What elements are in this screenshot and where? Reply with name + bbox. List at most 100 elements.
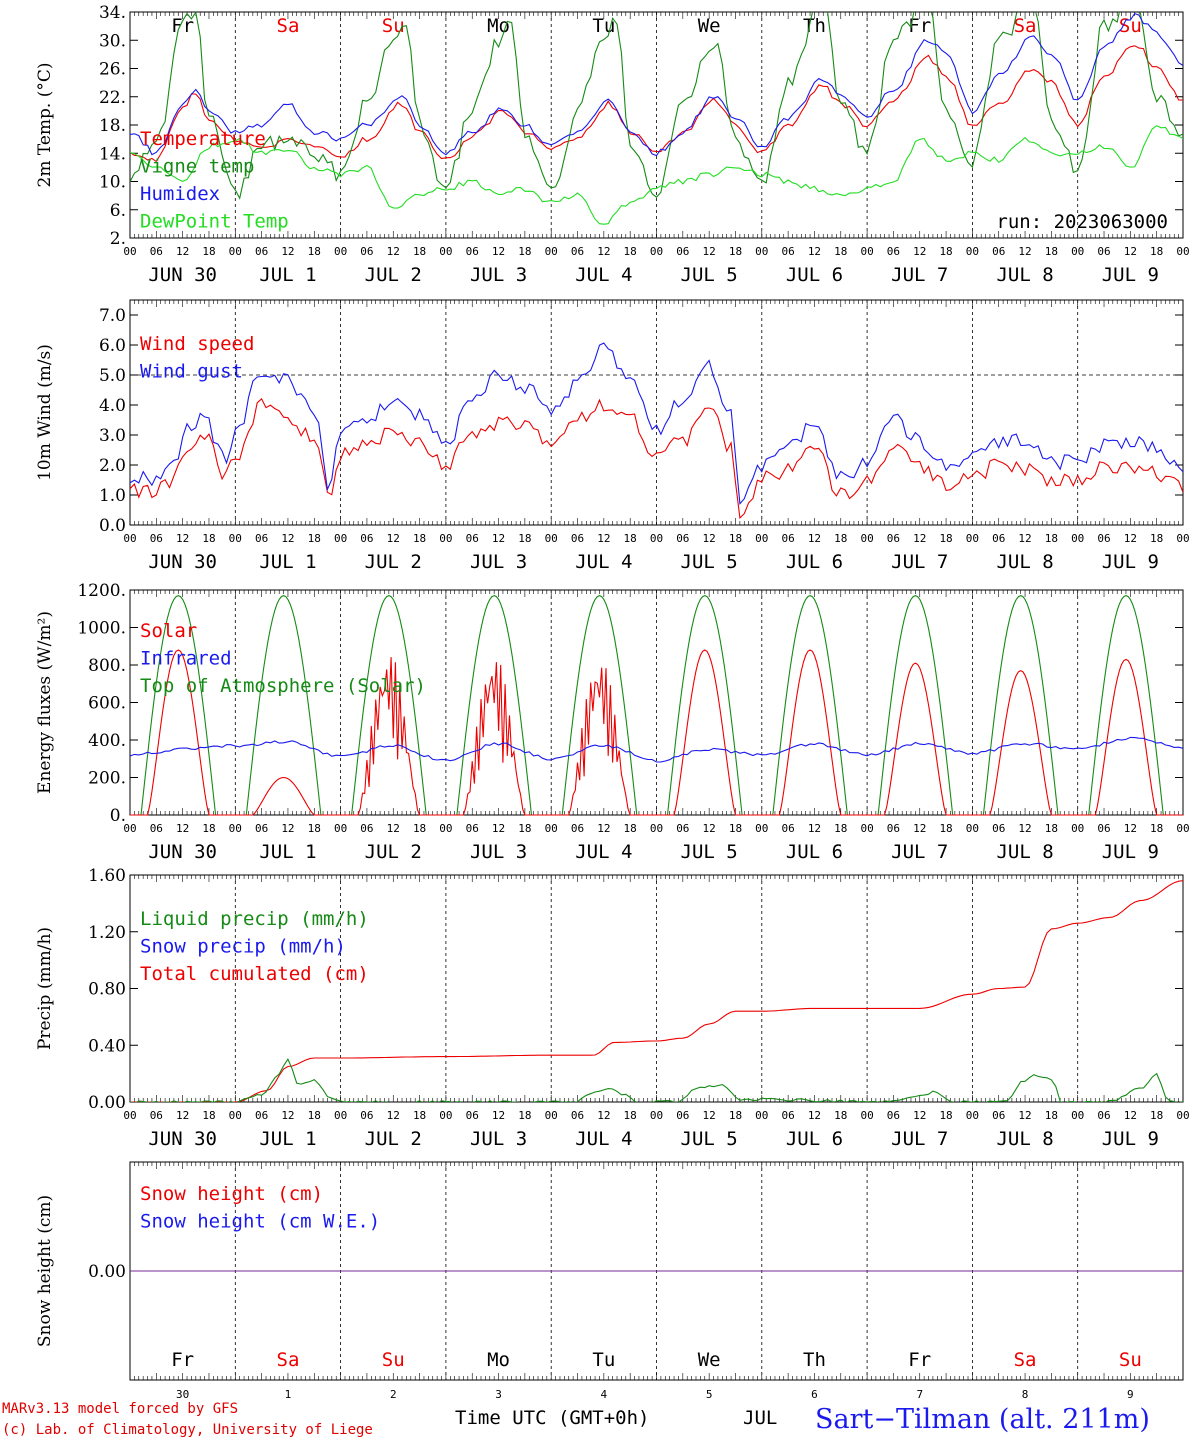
x-date-label: JUL 7 — [891, 551, 948, 573]
lab-credit: (c) Lab. of Climatology, University of L… — [2, 1422, 373, 1438]
x-hour-label: 18 — [939, 1109, 952, 1122]
legend-entry: Infrared — [140, 648, 232, 670]
x-hour-label: 06 — [466, 1109, 479, 1122]
x-hour-label: 18 — [1045, 822, 1058, 835]
x-hour-label: 06 — [571, 1109, 584, 1122]
y-axis-label: Snow height (cm) — [35, 1195, 55, 1347]
x-hour-label: 06 — [676, 245, 689, 258]
x-hour-label: 18 — [834, 532, 847, 545]
x-hour-label: 00 — [1176, 822, 1189, 835]
x-hour-label: 12 — [1018, 532, 1031, 545]
series-wind-gust — [130, 342, 1183, 506]
x-hour-label: 06 — [992, 822, 1005, 835]
day-number: 3 — [495, 1388, 502, 1401]
x-hour-label: 00 — [229, 532, 242, 545]
y-tick-label: 18. — [99, 116, 126, 136]
x-hour-label: 06 — [255, 245, 268, 258]
weekday-label: Su — [382, 1349, 405, 1371]
legend-entry: Vigne temp — [140, 156, 254, 178]
weekday-label: Tu — [592, 1349, 615, 1371]
y-axis-label: 10m Wind (m/s) — [35, 344, 55, 481]
x-hour-label: 00 — [123, 1109, 136, 1122]
x-hour-label: 06 — [1097, 245, 1110, 258]
x-hour-label: 12 — [808, 532, 821, 545]
x-hour-label: 00 — [545, 532, 558, 545]
y-tick-label: 1000. — [77, 619, 126, 639]
y-tick-label: 0.0 — [99, 516, 126, 536]
x-hour-label: 12 — [597, 532, 610, 545]
x-hour-label: 06 — [150, 532, 163, 545]
x-hour-label: 06 — [150, 1109, 163, 1122]
x-hour-label: 00 — [650, 245, 663, 258]
x-hour-label: 00 — [860, 532, 873, 545]
x-date-label: JUL 6 — [786, 264, 843, 286]
day-number: 4 — [601, 1388, 608, 1401]
x-hour-label: 00 — [229, 1109, 242, 1122]
x-hour-label: 06 — [1097, 822, 1110, 835]
legend-entry: Snow height (cm W.E.) — [140, 1211, 380, 1233]
weekday-label: Su — [382, 15, 405, 37]
x-hour-label: 12 — [387, 822, 400, 835]
x-hour-label: 06 — [255, 1109, 268, 1122]
day-number: 30 — [176, 1388, 189, 1401]
x-hour-label: 12 — [1124, 532, 1137, 545]
y-axis-label: Energy fluxes (W/m²) — [35, 611, 55, 794]
x-hour-label: 06 — [360, 1109, 373, 1122]
x-hour-label: 06 — [992, 1109, 1005, 1122]
legend-entry: Top of Atmosphere (Solar) — [140, 675, 426, 697]
x-hour-label: 12 — [1018, 822, 1031, 835]
y-tick-label: 400. — [88, 731, 126, 751]
x-hour-label: 12 — [808, 822, 821, 835]
x-hour-label: 06 — [676, 532, 689, 545]
x-hour-label: 06 — [782, 822, 795, 835]
x-hour-label: 18 — [729, 1109, 742, 1122]
series-total-cumulated-cm- — [130, 880, 1183, 1102]
x-hour-label: 00 — [229, 822, 242, 835]
x-hour-label: 06 — [1097, 532, 1110, 545]
x-hour-label: 00 — [650, 822, 663, 835]
x-date-label: JUL 8 — [996, 264, 1053, 286]
x-hour-label: 18 — [518, 1109, 531, 1122]
x-hour-label: 06 — [360, 822, 373, 835]
legend-entry: Humidex — [140, 183, 220, 205]
x-hour-label: 12 — [703, 532, 716, 545]
x-hour-label: 06 — [360, 245, 373, 258]
x-hour-label: 06 — [466, 245, 479, 258]
series-dewpoint-temp — [130, 125, 1183, 225]
x-date-label: JUL 1 — [259, 841, 316, 863]
weekday-label: Sa — [1014, 1349, 1037, 1371]
day-number: 9 — [1127, 1388, 1134, 1401]
x-date-label: JUL 9 — [1102, 1128, 1159, 1150]
x-hour-label: 18 — [202, 1109, 215, 1122]
x-date-label: JUL 3 — [470, 1128, 527, 1150]
x-hour-label: 00 — [860, 1109, 873, 1122]
x-hour-label: 12 — [597, 1109, 610, 1122]
weekday-label: Sa — [277, 1349, 300, 1371]
x-hour-label: 18 — [624, 245, 637, 258]
panel-5: Snow height (cm) 0.00 Snow height (cm) Snow… — [35, 1161, 1184, 1401]
x-hour-label: 12 — [176, 245, 189, 258]
x-date-label: JUL 7 — [891, 1128, 948, 1150]
x-hour-label: 18 — [518, 245, 531, 258]
day-number: 8 — [1022, 1388, 1029, 1401]
x-hour-label: 12 — [281, 245, 294, 258]
x-hour-label: 00 — [334, 822, 347, 835]
x-hour-label: 12 — [492, 245, 505, 258]
weekday-label: Tu — [592, 15, 615, 37]
panel-3: Energy fluxes (W/m²) 1200. 1000. 800. 600. 40… — [35, 581, 1190, 863]
x-hour-label: 00 — [1071, 245, 1084, 258]
legend-entry: Temperature — [140, 128, 266, 150]
plot-frame — [129, 589, 1184, 816]
x-hour-label: 12 — [1124, 245, 1137, 258]
x-hour-label: 18 — [202, 532, 215, 545]
x-date-label: JUL 8 — [996, 1128, 1053, 1150]
x-date-label: JUL 5 — [681, 841, 738, 863]
y-tick-label: 0.00 — [88, 1093, 126, 1113]
x-hour-label: 18 — [729, 532, 742, 545]
x-hour-label: 18 — [1150, 532, 1163, 545]
weekday-label: Sa — [277, 15, 300, 37]
weekday-label: Fr — [171, 15, 194, 37]
y-tick-label: 1.0 — [99, 486, 126, 506]
x-date-label: JUN 30 — [148, 551, 217, 573]
